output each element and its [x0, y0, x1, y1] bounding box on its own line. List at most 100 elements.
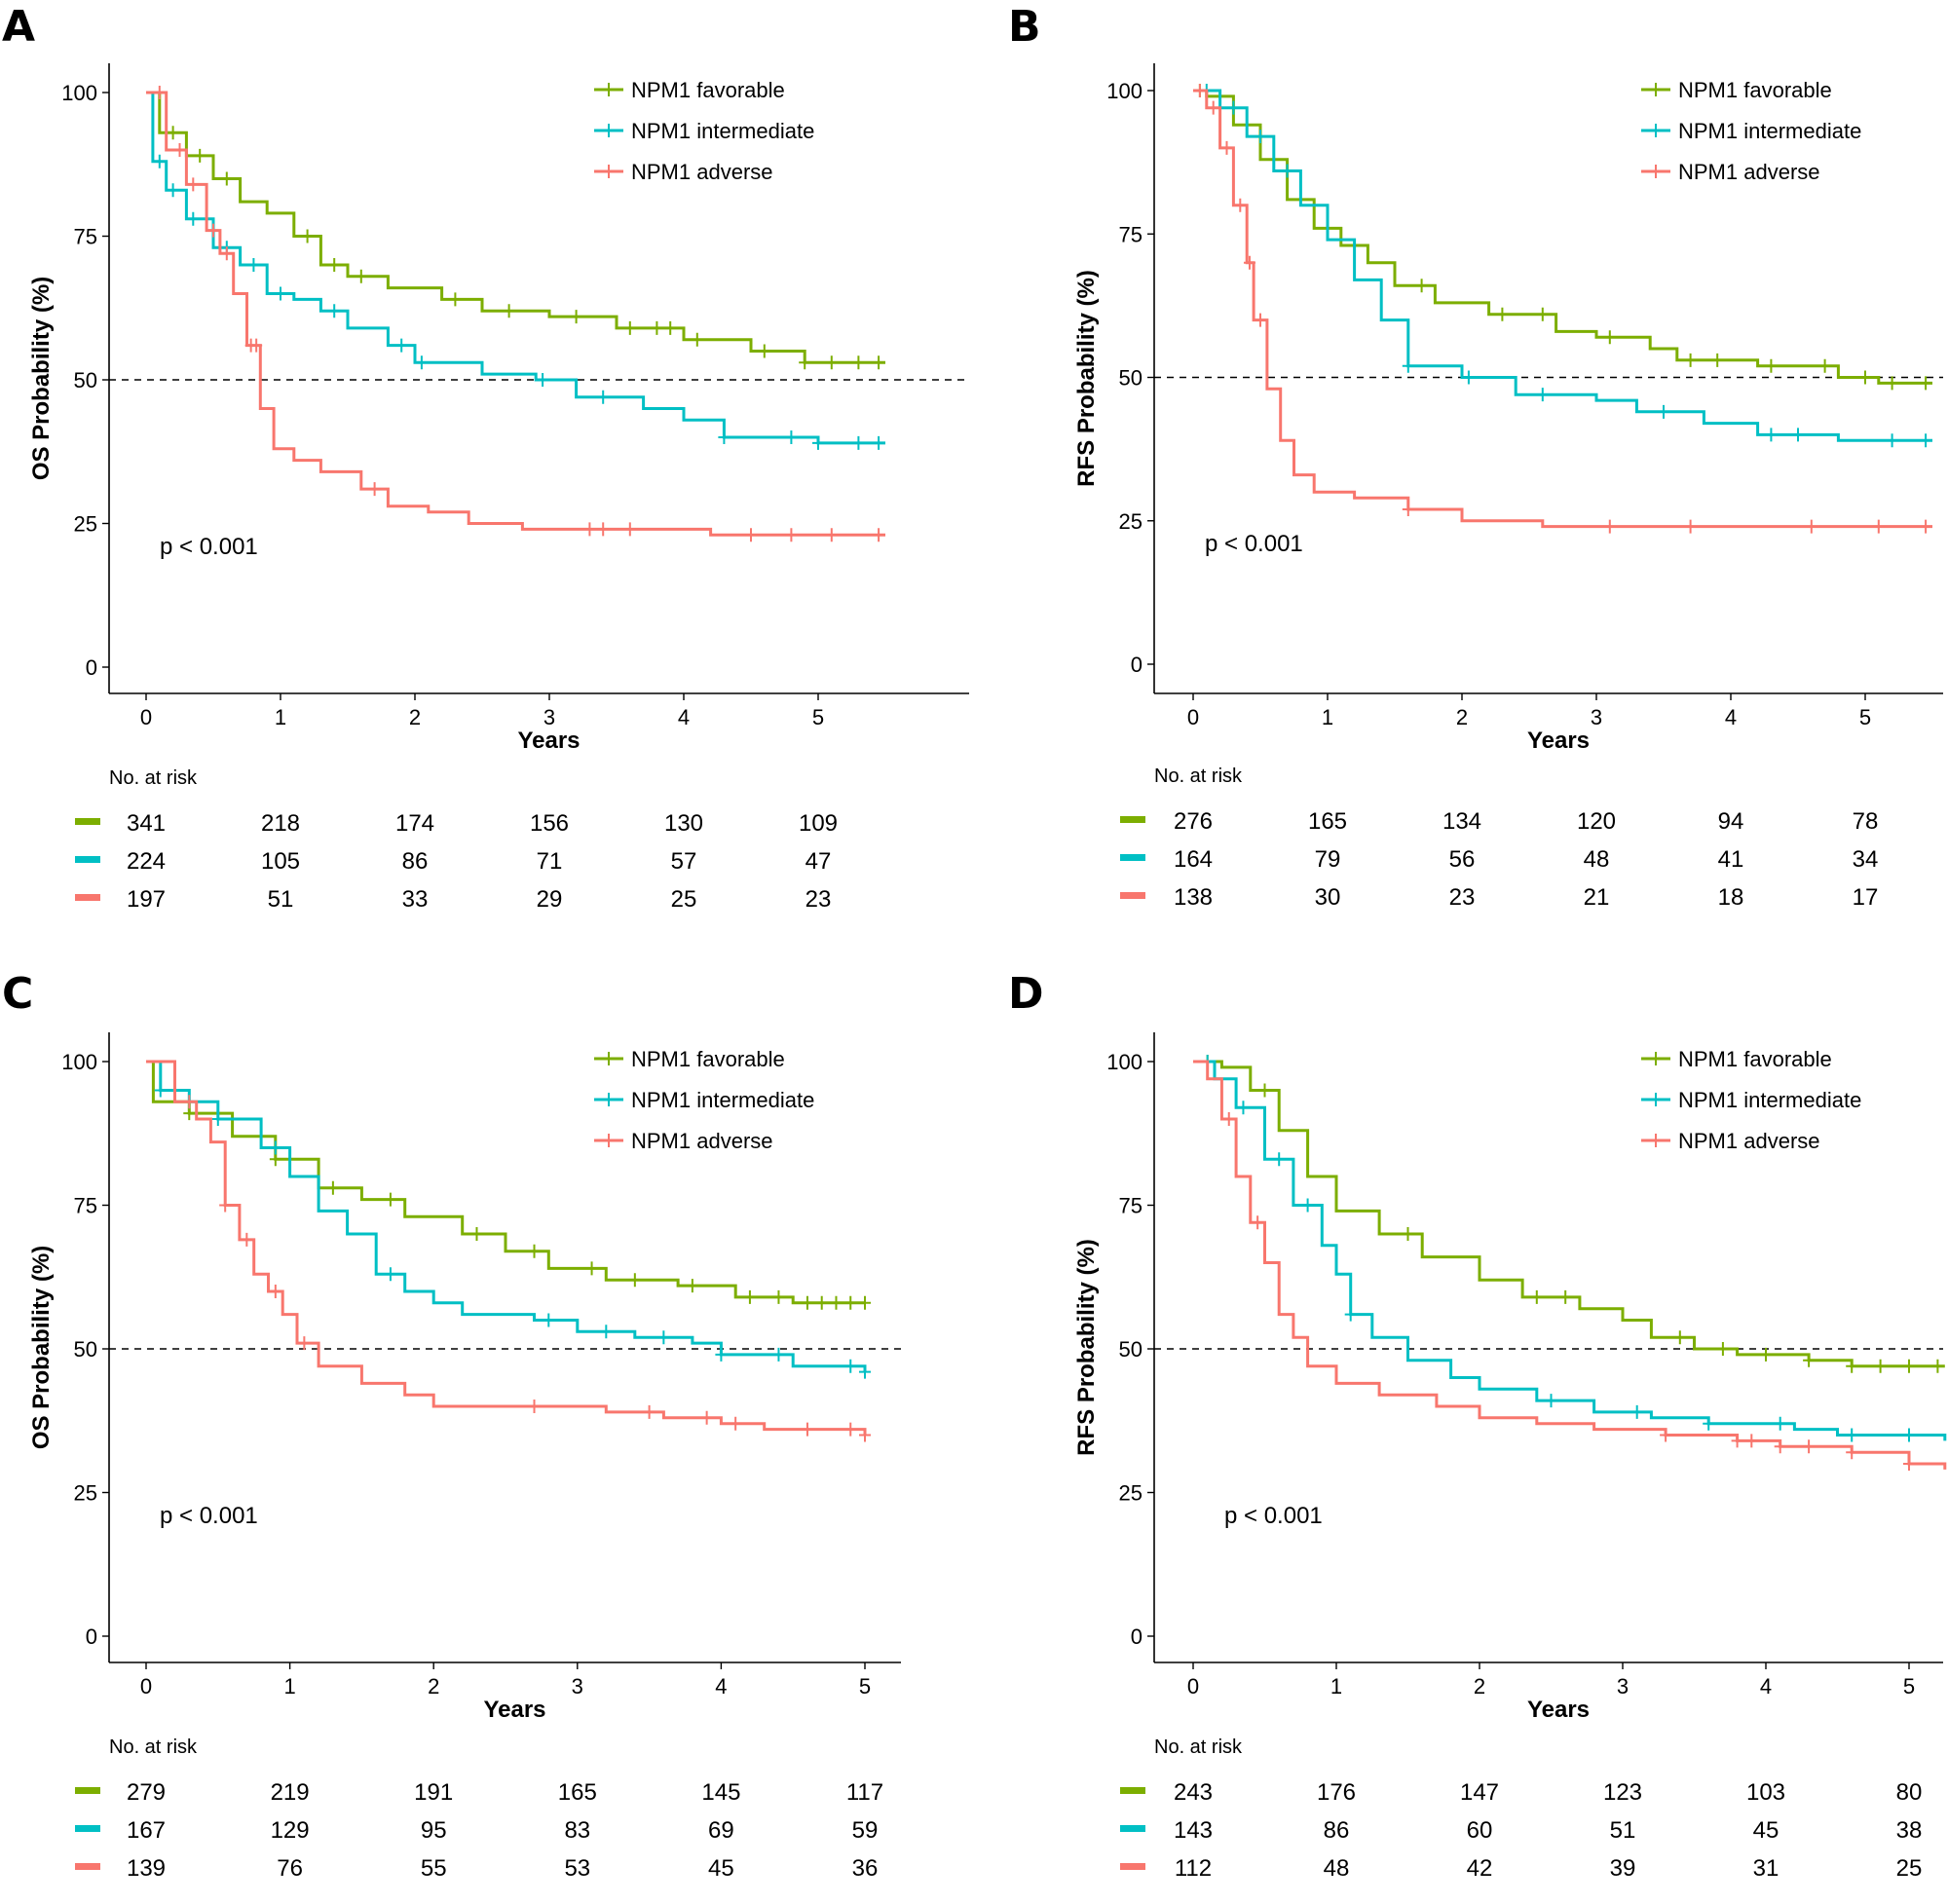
censor-mark — [328, 258, 341, 272]
censor-mark — [1415, 279, 1428, 293]
censor-mark — [1630, 1404, 1643, 1419]
censor-mark — [1818, 358, 1831, 373]
risk-count: 25 — [671, 886, 697, 913]
y-tick-label: 0 — [86, 655, 97, 680]
risk-count: 147 — [1460, 1779, 1499, 1806]
risk-count: 95 — [421, 1817, 447, 1844]
censor-mark — [301, 229, 314, 243]
censor-mark — [1859, 370, 1871, 385]
censor-mark — [1281, 164, 1293, 178]
censor-mark — [1846, 1445, 1858, 1460]
risk-table-title: No. at risk — [109, 767, 198, 789]
censor-mark — [686, 1279, 698, 1293]
censor-mark — [449, 292, 462, 307]
risk-count: 109 — [799, 810, 838, 837]
censor-mark — [1711, 353, 1724, 367]
censor-mark — [1402, 1227, 1414, 1241]
censor-mark — [1344, 1307, 1357, 1322]
risk-count: 138 — [1174, 884, 1213, 911]
censor-mark — [173, 143, 186, 157]
censor-mark — [1903, 1428, 1915, 1442]
censor-mark — [730, 1416, 742, 1431]
legend-item: NPM1 favorable — [594, 78, 785, 102]
risk-count: 79 — [1315, 846, 1341, 873]
risk-table: No. at risk 341 218 174 156 130 109 224 105 86 71 5… — [75, 767, 838, 913]
censor-mark — [1886, 433, 1898, 448]
x-tick-label: 5 — [1859, 705, 1871, 729]
y-tick-label: 50 — [1119, 1337, 1143, 1362]
legend-label: NPM1 favorable — [631, 78, 785, 102]
censor-mark — [219, 1198, 232, 1213]
km-curve-favorable — [146, 91, 885, 364]
risk-row-swatch — [75, 894, 100, 901]
censor-mark — [799, 355, 811, 370]
censor-mark — [657, 1330, 670, 1345]
risk-row-swatch — [75, 1787, 100, 1794]
censor-mark — [1255, 313, 1266, 327]
risk-count: 164 — [1174, 846, 1213, 873]
censor-mark — [1207, 100, 1219, 115]
risk-count: 55 — [421, 1855, 447, 1882]
censor-mark — [1660, 1428, 1672, 1442]
risk-count: 156 — [530, 810, 569, 837]
x-tick-label: 0 — [1187, 705, 1199, 729]
censor-mark — [700, 1410, 713, 1425]
y-tick-label: 50 — [74, 1337, 97, 1362]
km-curve-intermediate — [1193, 1060, 1947, 1441]
x-tick-label: 1 — [1322, 705, 1333, 729]
censor-mark — [167, 126, 179, 140]
censor-mark — [743, 1289, 756, 1304]
censor-mark — [1462, 370, 1475, 385]
x-tick-label: 4 — [1725, 705, 1737, 729]
risk-count: 80 — [1896, 1779, 1923, 1806]
legend-item: NPM1 favorable — [1641, 1047, 1832, 1071]
x-tick-label: 5 — [859, 1674, 871, 1699]
km-curve-favorable — [1193, 89, 1932, 385]
risk-row-swatch — [1120, 1825, 1145, 1832]
risk-count: 134 — [1442, 808, 1481, 835]
risk-count: 41 — [1718, 846, 1744, 873]
censor-mark — [1931, 1359, 1944, 1373]
censor-mark — [207, 223, 219, 238]
x-axis-title: Years — [1527, 728, 1590, 754]
censor-mark — [844, 1295, 857, 1310]
censor-mark — [844, 1359, 857, 1373]
y-axis-title: OS Probability (%) — [28, 1246, 55, 1449]
censor-mark — [415, 355, 428, 370]
censor-mark — [1846, 1428, 1858, 1442]
censor-mark — [1559, 1289, 1572, 1304]
censor-mark — [528, 1400, 541, 1413]
legend-label: NPM1 intermediate — [631, 1088, 814, 1112]
censor-mark — [1237, 1101, 1250, 1115]
censor-mark — [153, 154, 166, 168]
censor-mark — [1252, 1215, 1264, 1230]
x-tick-label: 4 — [1760, 1674, 1772, 1699]
censor-mark — [1536, 307, 1549, 321]
censor-mark — [187, 211, 200, 226]
risk-count: 174 — [395, 810, 434, 837]
censor-mark — [1920, 519, 1932, 534]
censor-mark — [1774, 1439, 1786, 1454]
censor-mark — [1846, 1359, 1858, 1373]
censor-mark — [1920, 376, 1932, 391]
y-axis-title: OS Probability (%) — [28, 277, 55, 480]
risk-row-swatch — [1120, 892, 1145, 899]
risk-count: 69 — [708, 1817, 734, 1844]
censor-mark — [247, 258, 260, 272]
censor-mark — [758, 344, 770, 358]
censor-mark — [1673, 1330, 1686, 1345]
censor-mark — [269, 1140, 281, 1155]
x-tick-label: 2 — [1474, 1674, 1485, 1699]
risk-count: 105 — [261, 848, 300, 875]
x-tick-label: 2 — [409, 705, 421, 729]
censor-mark — [1603, 330, 1616, 345]
censor-mark — [1545, 1394, 1557, 1408]
y-tick-label: 0 — [1131, 653, 1143, 677]
censor-mark — [1872, 519, 1885, 534]
panel-letter: B — [1008, 2, 1041, 52]
censor-mark — [154, 1083, 167, 1098]
risk-row-swatch — [1120, 1863, 1145, 1870]
censor-mark — [1222, 1112, 1235, 1126]
